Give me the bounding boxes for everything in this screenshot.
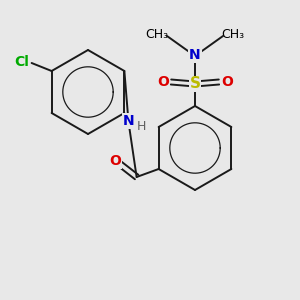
Text: CH₃: CH₃ [221,28,244,40]
Text: O: O [157,75,169,89]
Text: S: S [190,76,200,92]
Text: O: O [221,75,233,89]
Text: Cl: Cl [14,55,29,69]
Text: N: N [189,48,201,62]
Text: H: H [137,121,146,134]
Text: CH₃: CH₃ [146,28,169,40]
Text: N: N [123,114,134,128]
Text: O: O [110,154,122,168]
